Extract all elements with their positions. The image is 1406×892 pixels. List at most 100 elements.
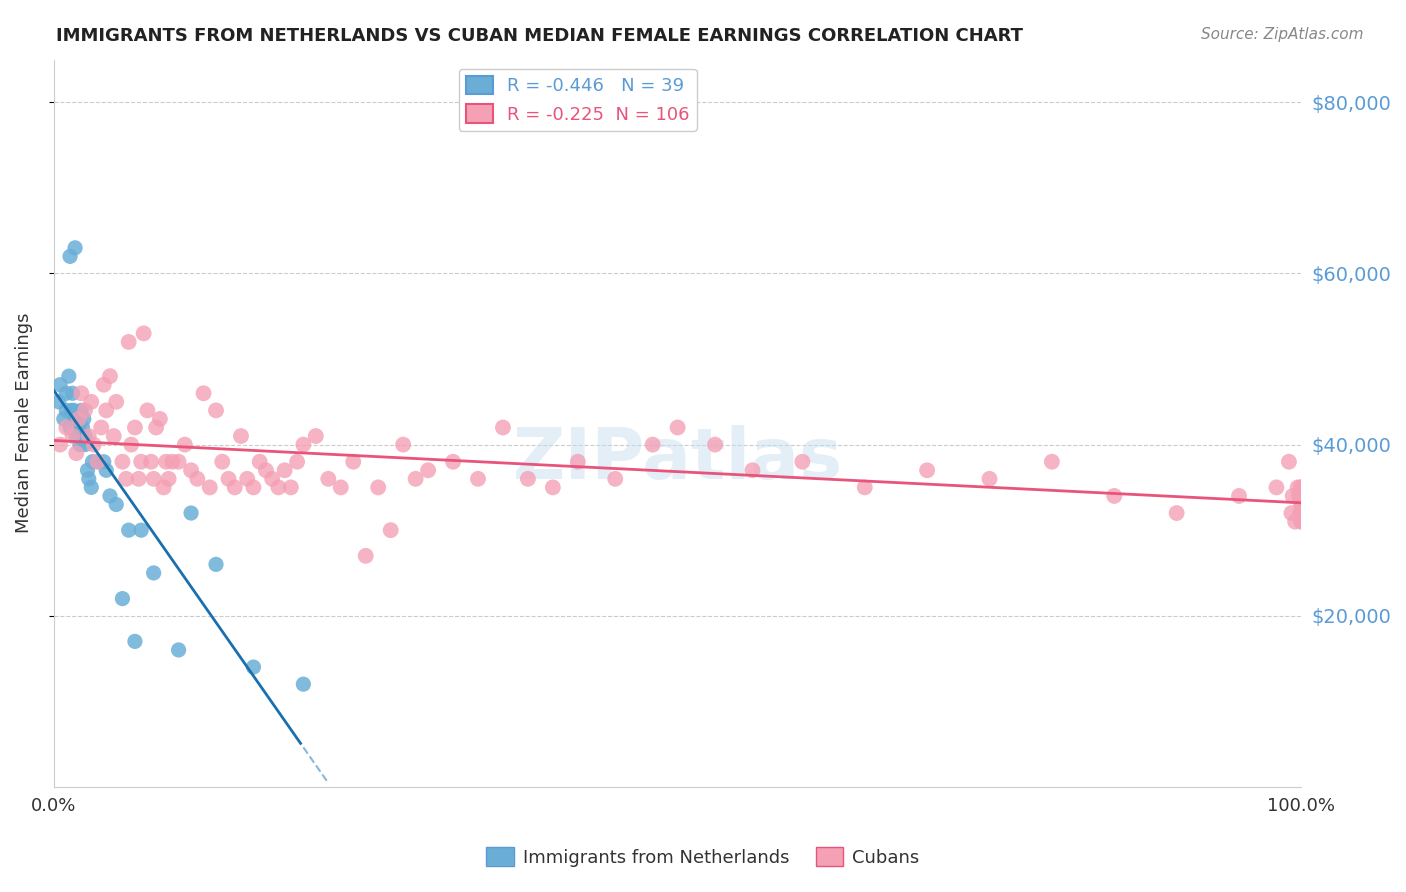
Point xyxy=(567,455,589,469)
Point xyxy=(211,455,233,469)
Point xyxy=(65,429,87,443)
Point xyxy=(704,437,727,451)
Point xyxy=(741,463,763,477)
Point xyxy=(267,480,290,494)
Point xyxy=(120,437,142,451)
Point xyxy=(129,523,152,537)
Point xyxy=(139,455,162,469)
Point xyxy=(73,437,96,451)
Point xyxy=(67,412,90,426)
Point xyxy=(367,480,389,494)
Legend: Immigrants from Netherlands, Cubans: Immigrants from Netherlands, Cubans xyxy=(479,840,927,874)
Point xyxy=(86,455,108,469)
Point xyxy=(73,429,96,443)
Point xyxy=(292,437,315,451)
Point xyxy=(80,394,103,409)
Point xyxy=(229,429,252,443)
Point xyxy=(236,472,259,486)
Point xyxy=(73,412,96,426)
Point xyxy=(149,412,172,426)
Point xyxy=(93,377,115,392)
Point xyxy=(641,437,664,451)
Point xyxy=(76,463,98,477)
Point xyxy=(467,472,489,486)
Point xyxy=(105,394,128,409)
Point xyxy=(305,429,328,443)
Point xyxy=(416,463,439,477)
Point xyxy=(145,420,167,434)
Point xyxy=(86,455,108,469)
Point xyxy=(124,634,146,648)
Point xyxy=(1284,515,1306,529)
Point xyxy=(118,523,141,537)
Point xyxy=(1281,506,1303,520)
Point xyxy=(180,506,202,520)
Point xyxy=(55,403,77,417)
Point xyxy=(492,420,515,434)
Point xyxy=(198,480,221,494)
Point xyxy=(103,429,125,443)
Point xyxy=(441,455,464,469)
Point xyxy=(96,403,118,417)
Point xyxy=(1286,480,1309,494)
Point xyxy=(1289,506,1312,520)
Point xyxy=(52,412,75,426)
Point xyxy=(73,403,96,417)
Point xyxy=(205,403,228,417)
Point xyxy=(77,429,100,443)
Point xyxy=(392,437,415,451)
Point xyxy=(136,403,159,417)
Point xyxy=(285,455,308,469)
Point xyxy=(405,472,427,486)
Point xyxy=(316,472,339,486)
Point xyxy=(1265,480,1288,494)
Point xyxy=(792,455,814,469)
Point xyxy=(1281,489,1303,503)
Point xyxy=(132,326,155,341)
Point xyxy=(55,420,77,434)
Point xyxy=(1104,489,1126,503)
Point xyxy=(105,498,128,512)
Point xyxy=(72,420,94,434)
Point xyxy=(1291,498,1313,512)
Point xyxy=(129,455,152,469)
Point xyxy=(63,241,86,255)
Point xyxy=(1291,506,1313,520)
Point xyxy=(1291,489,1313,503)
Point xyxy=(1291,480,1313,494)
Point xyxy=(292,677,315,691)
Point xyxy=(49,377,72,392)
Point xyxy=(142,566,165,580)
Point xyxy=(186,472,208,486)
Point xyxy=(63,412,86,426)
Point xyxy=(111,455,134,469)
Point xyxy=(157,472,180,486)
Point xyxy=(83,437,105,451)
Point xyxy=(59,249,82,263)
Point xyxy=(380,523,402,537)
Point xyxy=(70,403,93,417)
Point xyxy=(666,420,689,434)
Point xyxy=(280,480,302,494)
Point xyxy=(62,429,84,443)
Point xyxy=(1291,515,1313,529)
Point xyxy=(329,480,352,494)
Point xyxy=(1288,489,1310,503)
Y-axis label: Median Female Earnings: Median Female Earnings xyxy=(15,313,32,533)
Point xyxy=(541,480,564,494)
Point xyxy=(167,643,190,657)
Point xyxy=(55,386,77,401)
Point xyxy=(1291,515,1313,529)
Point xyxy=(242,480,264,494)
Point xyxy=(1291,489,1313,503)
Point xyxy=(1291,480,1313,494)
Point xyxy=(1040,455,1063,469)
Point xyxy=(205,558,228,572)
Point xyxy=(115,472,138,486)
Point xyxy=(180,463,202,477)
Point xyxy=(853,480,876,494)
Legend: R = -0.446   N = 39, R = -0.225  N = 106: R = -0.446 N = 39, R = -0.225 N = 106 xyxy=(458,69,697,131)
Point xyxy=(62,403,84,417)
Point xyxy=(262,472,284,486)
Point xyxy=(1291,489,1313,503)
